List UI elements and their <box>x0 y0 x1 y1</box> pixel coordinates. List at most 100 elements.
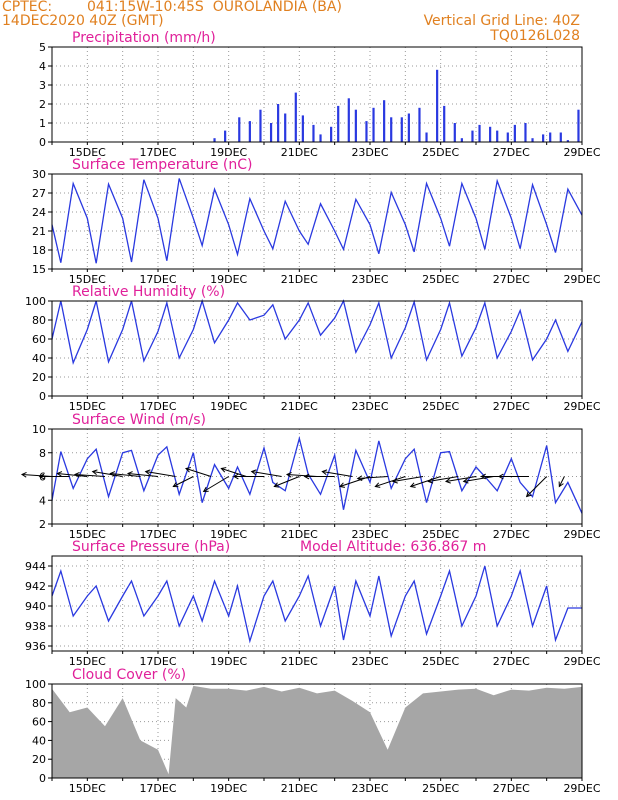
precip-bar <box>531 138 534 142</box>
x-tick-label: 17DEC <box>139 528 176 541</box>
x-tick-label: 15DEC <box>69 782 106 795</box>
precip-bar <box>330 126 333 142</box>
precip-bar <box>418 107 421 142</box>
y-tick-label: 5 <box>39 41 46 54</box>
wind-arrow-head <box>462 478 469 484</box>
wind-arrow-head <box>220 467 227 473</box>
wind-arrow <box>92 471 123 477</box>
precip-bar <box>453 123 456 142</box>
precip-bar <box>513 124 516 142</box>
wind-arrow <box>558 476 565 487</box>
x-tick-label: 23DEC <box>351 273 388 286</box>
wind-arrow <box>173 476 194 487</box>
precip-bar <box>577 109 580 142</box>
x-tick-label: 17DEC <box>139 400 176 413</box>
wind-arrow-head <box>273 482 280 488</box>
y-tick-label: 80 <box>32 314 46 327</box>
panel-title: Surface Wind (m/s) <box>72 412 206 428</box>
x-tick-label: 15DEC <box>69 655 106 668</box>
precip-bar <box>269 123 273 142</box>
x-tick-label: 15DEC <box>69 273 106 286</box>
y-tick-label: 2 <box>39 518 46 531</box>
wind-arrow-head <box>558 481 564 488</box>
wind-arrow-head <box>409 482 416 488</box>
y-tick-label: 40 <box>32 352 46 365</box>
x-tick-label: 19DEC <box>210 528 247 541</box>
y-tick-label: 60 <box>32 333 46 346</box>
y-tick-label: 4 <box>39 60 46 73</box>
wind-arrow <box>274 476 300 487</box>
wind-arrow-head <box>144 469 151 475</box>
wind-arrow <box>526 476 548 497</box>
y-tick-label: 4 <box>39 494 46 507</box>
y-tick-label: 60 <box>32 716 46 729</box>
wind-arrow <box>375 476 406 487</box>
wind-arrow-head <box>321 469 328 475</box>
precip-bar <box>284 113 287 142</box>
wind-arrow-head <box>202 486 209 493</box>
wind-arrow <box>322 471 353 477</box>
wind-arrow <box>221 468 247 477</box>
x-tick-label: 25DEC <box>422 782 459 795</box>
cloud-cover-area <box>52 685 582 778</box>
wind-arrow-head <box>109 471 116 477</box>
header-run: 14DEC2020 40Z (GMT) <box>2 13 164 29</box>
precip-bar <box>478 124 481 142</box>
wind-arrow-head <box>444 478 451 484</box>
wind-arrow-head <box>356 475 363 482</box>
wind-arrow <box>428 476 459 482</box>
x-tick-label: 15DEC <box>69 146 106 159</box>
x-tick-label: 17DEC <box>139 782 176 795</box>
x-tick-label: 27DEC <box>493 528 530 541</box>
precip-bar <box>301 115 304 142</box>
x-tick-label: 23DEC <box>351 782 388 795</box>
wind-arrow <box>127 473 159 477</box>
y-tick-label: 936 <box>25 640 46 653</box>
precip-bar <box>390 117 393 142</box>
wind-arrow-head <box>427 478 434 484</box>
precip-bar <box>224 130 227 142</box>
series-line <box>51 178 583 264</box>
x-tick-label: 25DEC <box>422 400 459 413</box>
wind-arrow-head <box>56 471 63 477</box>
x-tick-label: 19DEC <box>210 655 247 668</box>
x-tick-label: 21DEC <box>281 655 318 668</box>
wind-arrow-head <box>374 482 381 488</box>
precip-bar <box>213 138 216 142</box>
x-tick-label: 17DEC <box>139 655 176 668</box>
y-tick-label: 944 <box>25 560 46 573</box>
wind-arrow-head <box>525 491 532 498</box>
x-tick-label: 17DEC <box>139 273 176 286</box>
precip-bar <box>319 134 322 142</box>
wind-arrow-head <box>391 478 398 484</box>
precip-bar <box>425 132 428 142</box>
x-tick-label: 21DEC <box>281 528 318 541</box>
wind-arrow-head <box>339 482 346 488</box>
y-tick-label: 20 <box>32 371 46 384</box>
panel-title: Relative Humidity (%) <box>72 284 225 300</box>
wind-arrow <box>392 476 424 482</box>
x-tick-label: 25DEC <box>422 655 459 668</box>
wind-arrow-head <box>91 469 98 475</box>
precip-bar <box>443 105 446 142</box>
wind-arrow-head <box>232 473 239 480</box>
precip-bar <box>471 130 474 142</box>
wind-arrow <box>410 476 441 487</box>
header-location: 041:15W-10:45S OUROLANDIA (BA) <box>87 0 342 15</box>
panel-frame <box>51 300 583 397</box>
y-tick-label: 30 <box>32 168 46 181</box>
wind-arrow <box>357 476 388 479</box>
precip-bar <box>337 105 340 142</box>
x-tick-label: 27DEC <box>493 655 530 668</box>
x-tick-label: 19DEC <box>210 273 247 286</box>
x-tick-label: 29DEC <box>563 528 600 541</box>
header-model-code: TQ0126L028 <box>490 28 580 44</box>
precip-bar <box>400 117 403 142</box>
y-tick-label: 100 <box>25 678 46 691</box>
precip-bar <box>259 109 262 142</box>
y-tick-label: 6 <box>39 471 46 484</box>
x-tick-label: 29DEC <box>563 273 600 286</box>
precip-bar <box>238 117 241 142</box>
x-tick-label: 25DEC <box>422 528 459 541</box>
